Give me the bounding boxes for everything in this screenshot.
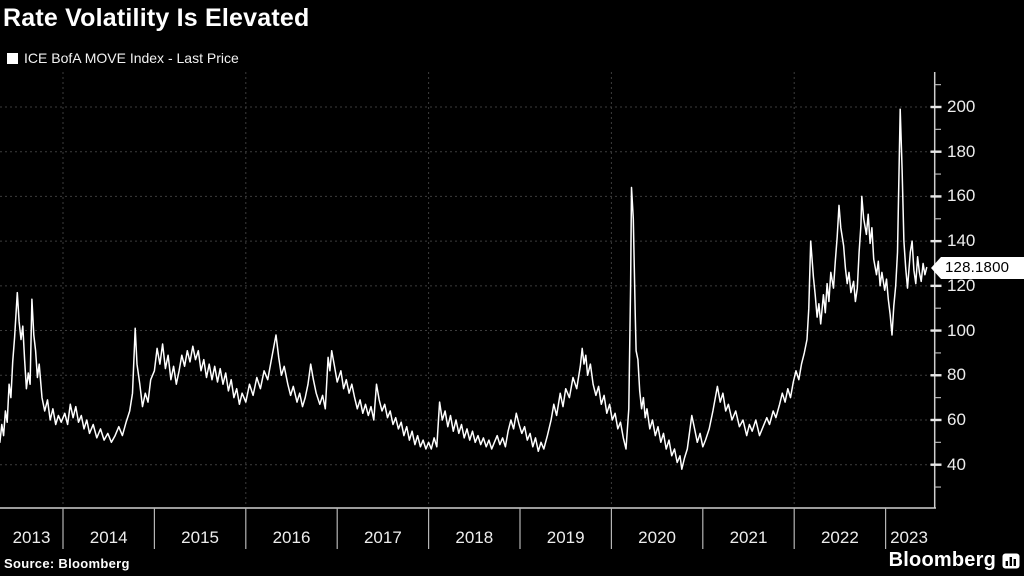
x-axis-label: 2015 — [181, 528, 220, 547]
price-tag-arrow-icon — [931, 257, 941, 279]
bloomberg-chart-icon — [1002, 553, 1020, 569]
y-axis-label: 80 — [947, 365, 966, 385]
price-line-series — [0, 108, 928, 470]
y-axis-label: 40 — [947, 454, 966, 474]
y-axis-label: 100 — [947, 320, 976, 340]
y-axis-label: 160 — [947, 186, 976, 206]
x-axis-label: 2017 — [363, 528, 402, 547]
x-axis-label: 2016 — [272, 528, 311, 547]
x-axis-label: 2022 — [820, 528, 859, 547]
x-axis-label: 2020 — [638, 528, 677, 547]
last-price-tag: 128.1800 — [931, 257, 1024, 279]
price-tag-value: 128.1800 — [945, 259, 1010, 276]
x-axis-label: 2014 — [89, 528, 128, 547]
x-axis-label: 2021 — [729, 528, 768, 547]
y-axis-label: 140 — [947, 231, 976, 251]
legend-swatch-icon — [7, 52, 18, 64]
y-axis-label: 60 — [947, 409, 966, 429]
chart-title: Rate Volatility Is Elevated — [3, 4, 310, 32]
y-axis-label: 200 — [947, 97, 976, 116]
bloomberg-logo: Bloomberg — [889, 549, 1020, 572]
y-axis-label: 180 — [947, 141, 976, 161]
bloomberg-wordmark: Bloomberg — [888, 549, 996, 571]
x-axis-label: 2013 — [12, 528, 51, 547]
source-note: Source: Bloomberg — [4, 556, 130, 571]
legend-label: ICE BofA MOVE Index - Last Price — [24, 50, 239, 66]
x-axis-label: 2018 — [455, 528, 494, 547]
y-axis-label: 120 — [947, 275, 976, 295]
x-axis-label: 2019 — [546, 528, 585, 547]
legend: ICE BofA MOVE Index - Last Price — [7, 50, 239, 66]
x-axis-label: 2023 — [890, 528, 928, 547]
